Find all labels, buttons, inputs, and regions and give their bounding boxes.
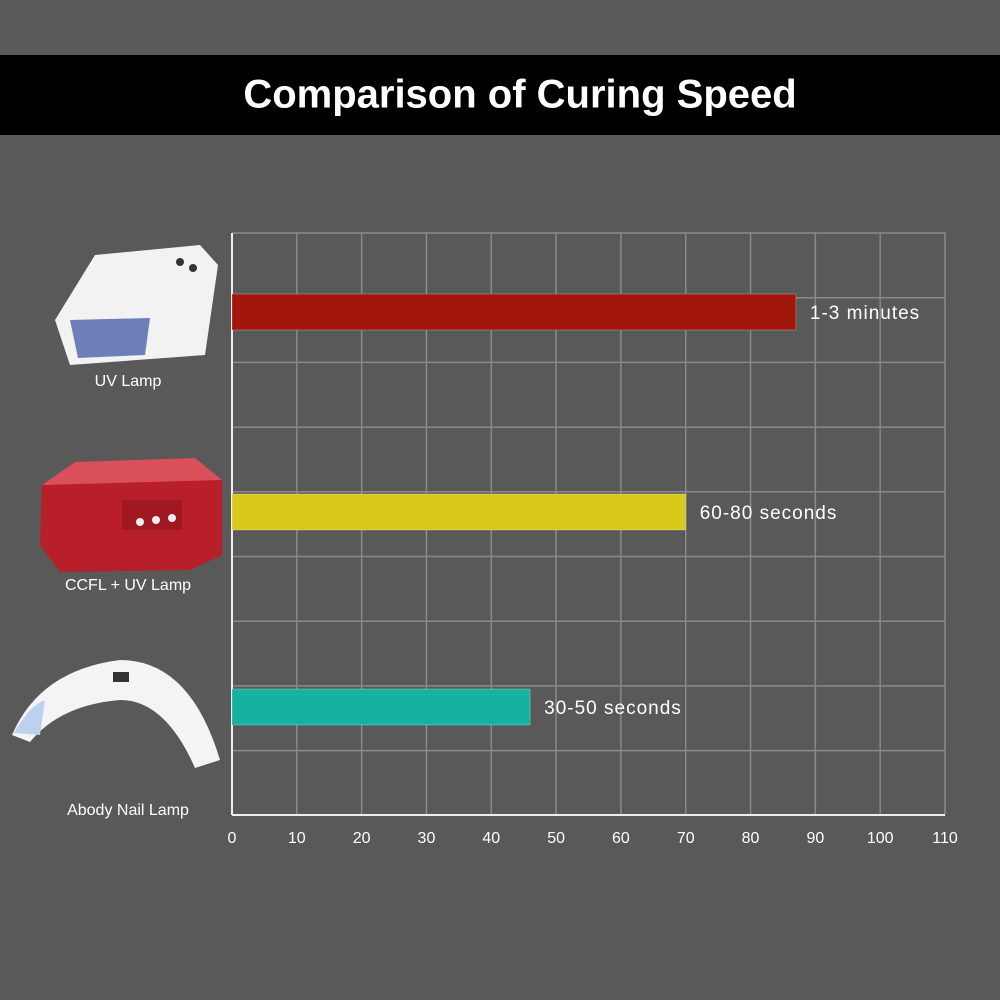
category-label: CCFL + UV Lamp [65,577,191,594]
bar [231,493,687,531]
category-label: Abody Nail Lamp [67,802,189,819]
uv-lamp-image [55,245,218,365]
x-tick-label: 90 [806,830,824,847]
x-tick-label: 30 [418,830,436,847]
x-tick-label: 10 [288,830,306,847]
x-tick-label: 40 [482,830,500,847]
title-bar [0,55,1000,135]
x-tick-label: 70 [677,830,695,847]
x-tick-label: 60 [612,830,630,847]
x-tick-label: 80 [742,830,760,847]
bar [231,293,797,331]
bar [231,688,531,726]
abody-lamp-image [12,660,220,768]
x-tick-label: 50 [547,830,565,847]
chart-title: Comparison of Curing Speed [243,73,796,117]
bar-annotation: 60-80 seconds [700,503,838,524]
x-tick-label: 20 [353,830,371,847]
bar-annotation: 1-3 minutes [810,303,920,324]
x-tick-label: 100 [867,830,894,847]
x-tick-label: 0 [228,830,237,847]
bar-annotation: 30-50 seconds [544,698,682,719]
category-label: UV Lamp [95,373,162,390]
ccfl-lamp-image [40,458,222,572]
x-tick-label: 110 [932,830,958,847]
